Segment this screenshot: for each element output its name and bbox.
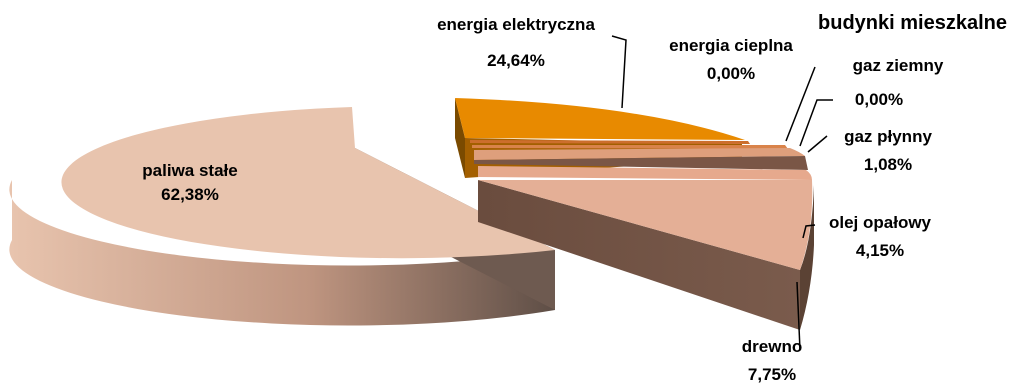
label-name: drewno bbox=[742, 337, 802, 356]
slice-paliwa-stale bbox=[9, 107, 556, 326]
label-name: gaz płynny bbox=[844, 127, 932, 146]
label-name: olej opałowy bbox=[829, 213, 932, 232]
data-label-paliwa-stale: paliwa stałe 62,38% bbox=[142, 161, 237, 204]
data-label-olej-opalowy: olej opałowy 4,15% bbox=[829, 213, 932, 260]
label-name: energia elektryczna bbox=[437, 15, 595, 34]
label-value: 7,75% bbox=[748, 365, 796, 384]
data-label-gaz-plynny: gaz płynny 1,08% bbox=[844, 127, 932, 174]
leader-lines bbox=[611, 35, 833, 351]
leader-energia-elektryczna bbox=[611, 35, 627, 109]
leader-olej-opalowy bbox=[802, 224, 816, 239]
label-value: 4,15% bbox=[856, 241, 904, 260]
slice-drewno-side bbox=[800, 185, 814, 330]
slice-energia-elektryczna-front bbox=[455, 98, 465, 178]
leader-energia-cieplna bbox=[785, 66, 816, 142]
leader-drewno bbox=[796, 281, 801, 351]
leader-gaz-plynny bbox=[807, 135, 828, 153]
data-label-gaz-ziemny: gaz ziemny 0,00% bbox=[853, 56, 944, 109]
label-value: 24,64% bbox=[487, 51, 545, 70]
data-label-drewno: drewno 7,75% bbox=[742, 337, 802, 384]
slice-gaz-plynny bbox=[474, 148, 808, 170]
label-value: 1,08% bbox=[864, 155, 912, 174]
slice-energia-elektryczna-top bbox=[455, 98, 745, 140]
slice-paliwa-stale-side bbox=[9, 180, 556, 326]
data-label-energia-elektryczna: energia elektryczna 24,64% bbox=[437, 15, 595, 70]
label-value: 0,00% bbox=[855, 90, 903, 109]
label-name: paliwa stałe bbox=[142, 161, 237, 180]
slice-paliwa-stale-top bbox=[61, 107, 555, 259]
label-value: 62,38% bbox=[161, 185, 219, 204]
label-name: energia cieplna bbox=[669, 36, 793, 55]
slice-drewno-top bbox=[478, 180, 813, 270]
slice-gaz-ziemny bbox=[472, 145, 788, 149]
leader-gaz-ziemny bbox=[799, 99, 833, 147]
slice-gaz-plynny-side bbox=[474, 156, 808, 170]
slice-energia-cieplna bbox=[470, 140, 750, 144]
chart-title: budynki mieszkalne bbox=[818, 12, 1007, 34]
slice-olej-opalowy bbox=[478, 166, 812, 180]
slice-drewno bbox=[478, 180, 814, 330]
slice-drewno-wall bbox=[478, 180, 800, 330]
data-label-energia-cieplna: energia cieplna 0,00% bbox=[669, 36, 793, 83]
slice-olej-opalowy-top bbox=[478, 166, 812, 180]
label-name: gaz ziemny bbox=[853, 56, 944, 75]
label-value: 0,00% bbox=[707, 64, 755, 83]
